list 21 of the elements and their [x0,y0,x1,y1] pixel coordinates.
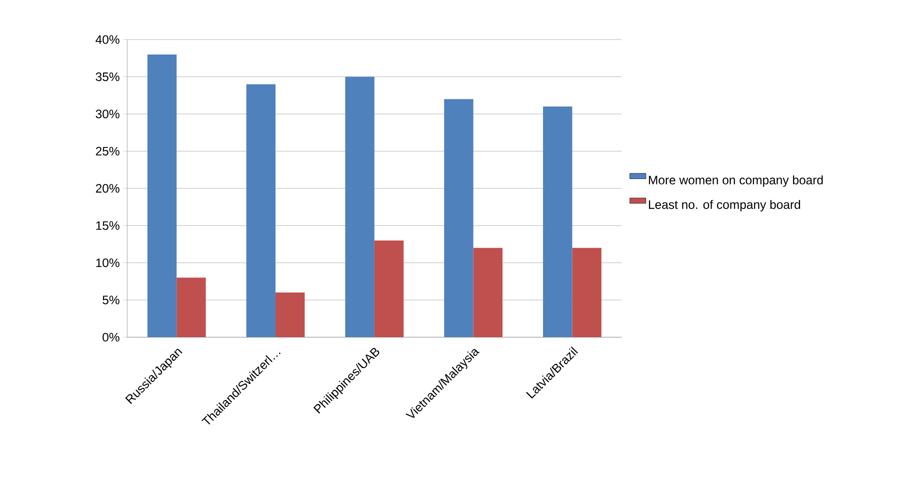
bar [473,248,503,337]
bar [572,248,602,337]
legend-label: Least no. of company board [648,200,800,212]
y-tick-label: 5% [102,295,120,304]
bar [543,106,572,337]
y-tick-label: 15% [96,221,120,230]
y-tick-label: 35% [96,72,120,81]
y-tick-label: 10% [96,258,120,267]
y-tick-label: 0% [102,332,120,342]
y-tick-label: 25% [96,146,120,156]
bar [374,240,404,337]
bar [147,54,177,337]
legend-label: More women on company board [648,175,823,187]
y-tick-label: 40% [96,34,120,44]
y-tick-label: 30% [96,109,120,118]
bar [246,84,276,337]
y-tick-label: 20% [96,184,120,192]
bar [345,76,374,337]
bar [176,277,206,337]
bar [276,292,305,337]
bar [444,98,474,337]
